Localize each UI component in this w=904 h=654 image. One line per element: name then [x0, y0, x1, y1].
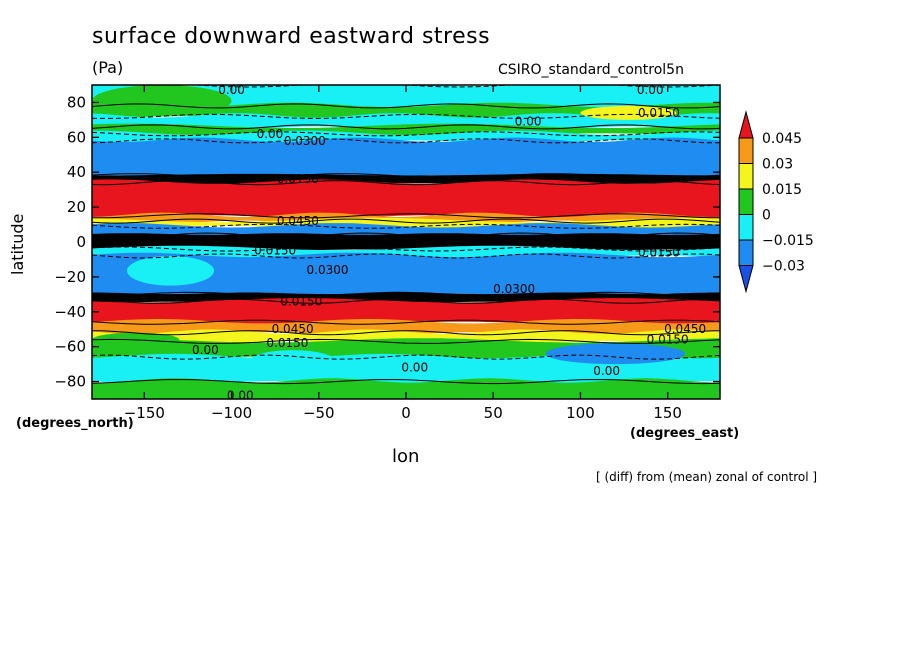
- field-band-15: [92, 298, 720, 325]
- x-tick-label-5: 100: [566, 404, 595, 422]
- colorbar-swatch-3: [738, 188, 754, 215]
- contour-label-1: 0.00: [637, 83, 664, 97]
- chart-title: surface downward eastward stress: [92, 24, 491, 49]
- x-tick-label-3: 0: [401, 404, 411, 422]
- y-tick-label-2: 40: [67, 163, 86, 181]
- colorbar-swatch-4: [738, 214, 754, 241]
- field-patch-4: [545, 343, 686, 365]
- colorbar-label-0: 0.045: [762, 131, 802, 147]
- contour-label-6: 0.0150: [277, 172, 319, 186]
- contour-line-4: [92, 131, 720, 137]
- field-band-20: [92, 378, 720, 399]
- colorbar-label-4: −0.015: [762, 233, 814, 249]
- contour-line-6: [92, 173, 720, 179]
- field-band-11: [92, 233, 720, 251]
- colorbar-label-3: 0: [762, 208, 771, 224]
- contour-line-2: [92, 113, 720, 119]
- contour-label-4: 0.00: [257, 127, 284, 141]
- contour-line-20: [92, 379, 720, 385]
- x-tick-label-2: −50: [303, 404, 335, 422]
- contour-label-19: 0.00: [401, 361, 428, 375]
- y-tick-label-8: −80: [54, 373, 86, 391]
- contour-line-3: [92, 124, 720, 130]
- contour-line-14: [92, 291, 720, 297]
- contour-label-14: 0.0450: [272, 322, 314, 336]
- y-tick-label-7: −60: [54, 338, 86, 356]
- colorbar-swatch-5: [738, 239, 754, 266]
- y-tick-label-3: 20: [67, 198, 86, 216]
- x-axis-label: lon: [392, 446, 420, 467]
- field-band-5: [92, 137, 720, 179]
- footnote: [ (diff) from (mean) zonal of control ]: [596, 470, 818, 484]
- colorbar-arrow-bottom: [738, 265, 754, 294]
- contour-label-10: 0.0300: [307, 263, 349, 277]
- contour-label-9: 0.0150: [254, 244, 296, 258]
- contour-line-15: [92, 298, 720, 304]
- y-tick-label-0: 80: [67, 93, 86, 111]
- contour-label-12: 0.0150: [638, 245, 680, 259]
- contour-line-13: [92, 253, 720, 259]
- y-tick-label-1: 60: [67, 128, 86, 146]
- contour-label-2: 0.0150: [638, 106, 680, 120]
- y-unit-label: (degrees_north): [16, 416, 134, 431]
- contour-line-1: [92, 103, 720, 109]
- field-patch-1: [580, 105, 677, 120]
- contour-line-5: [92, 138, 720, 144]
- y-tick-label-5: −20: [54, 268, 86, 286]
- colorbar-arrow-top: [738, 110, 754, 139]
- contour-label-11: 0.0300: [493, 282, 535, 296]
- field-band-13: [92, 252, 720, 297]
- contour-label-13: 0.0150: [280, 294, 322, 308]
- contour-label-20: 0.00: [593, 364, 620, 378]
- x-tick-label-4: 50: [484, 404, 503, 422]
- contour-line-10: [92, 223, 720, 229]
- x-tick-label-1: −100: [211, 404, 252, 422]
- field-band-16: [92, 319, 720, 336]
- field-band-7: [92, 179, 720, 219]
- contour-line-9: [92, 218, 720, 224]
- contour-line-7: [92, 180, 720, 186]
- contour-line-16: [92, 319, 720, 325]
- contour-label-21: 0.00: [227, 389, 254, 403]
- contour-line-12: [92, 246, 720, 252]
- dataset-label: CSIRO_standard_control5n: [498, 62, 684, 78]
- contour-line-8: [92, 213, 720, 219]
- contour-line-19: [92, 354, 720, 360]
- field-patch-3: [249, 350, 337, 373]
- colorbar-label-5: −0.03: [762, 259, 805, 275]
- y-tick-label-4: 0: [76, 233, 86, 251]
- contour-label-7: 0.0450: [277, 214, 319, 228]
- field-band-4: [92, 130, 720, 144]
- field-patch-0: [92, 85, 232, 117]
- field-band-0: [92, 85, 720, 109]
- contour-label-5: 0.0300: [284, 134, 326, 148]
- x-unit-label: (degrees_east): [630, 426, 740, 441]
- field-band-19: [92, 353, 720, 385]
- colorbar-label-1: 0.03: [762, 157, 793, 173]
- colorbar: 0.045 0.03 0.015 0 −0.015 −0.03: [738, 110, 814, 294]
- y-tick-label-6: −40: [54, 303, 86, 321]
- units-label: (Pa): [92, 58, 124, 77]
- x-tick-label-0: −150: [124, 404, 165, 422]
- contour-label-17: 0.0450: [664, 322, 706, 336]
- contour-line-11: [92, 232, 720, 238]
- contour-label-8: 0.0150: [280, 233, 322, 247]
- field-band-8: [92, 212, 720, 224]
- colorbar-label-2: 0.015: [762, 182, 802, 198]
- contour-line-17: [92, 330, 720, 336]
- x-tick-label-6: 150: [653, 404, 682, 422]
- field-patch-2: [126, 255, 215, 286]
- contour-label-18: 0.0150: [647, 333, 689, 347]
- field-band-9: [92, 217, 720, 229]
- colorbar-swatch-2: [738, 163, 754, 190]
- contour-label-3: 0.00: [515, 115, 542, 129]
- contour-label-15: 0.0150: [266, 336, 308, 350]
- contour-label-16: 0.00: [192, 343, 219, 357]
- contour-line-18: [92, 338, 720, 344]
- colorbar-swatch-1: [738, 137, 754, 164]
- field-band-2: [92, 113, 720, 130]
